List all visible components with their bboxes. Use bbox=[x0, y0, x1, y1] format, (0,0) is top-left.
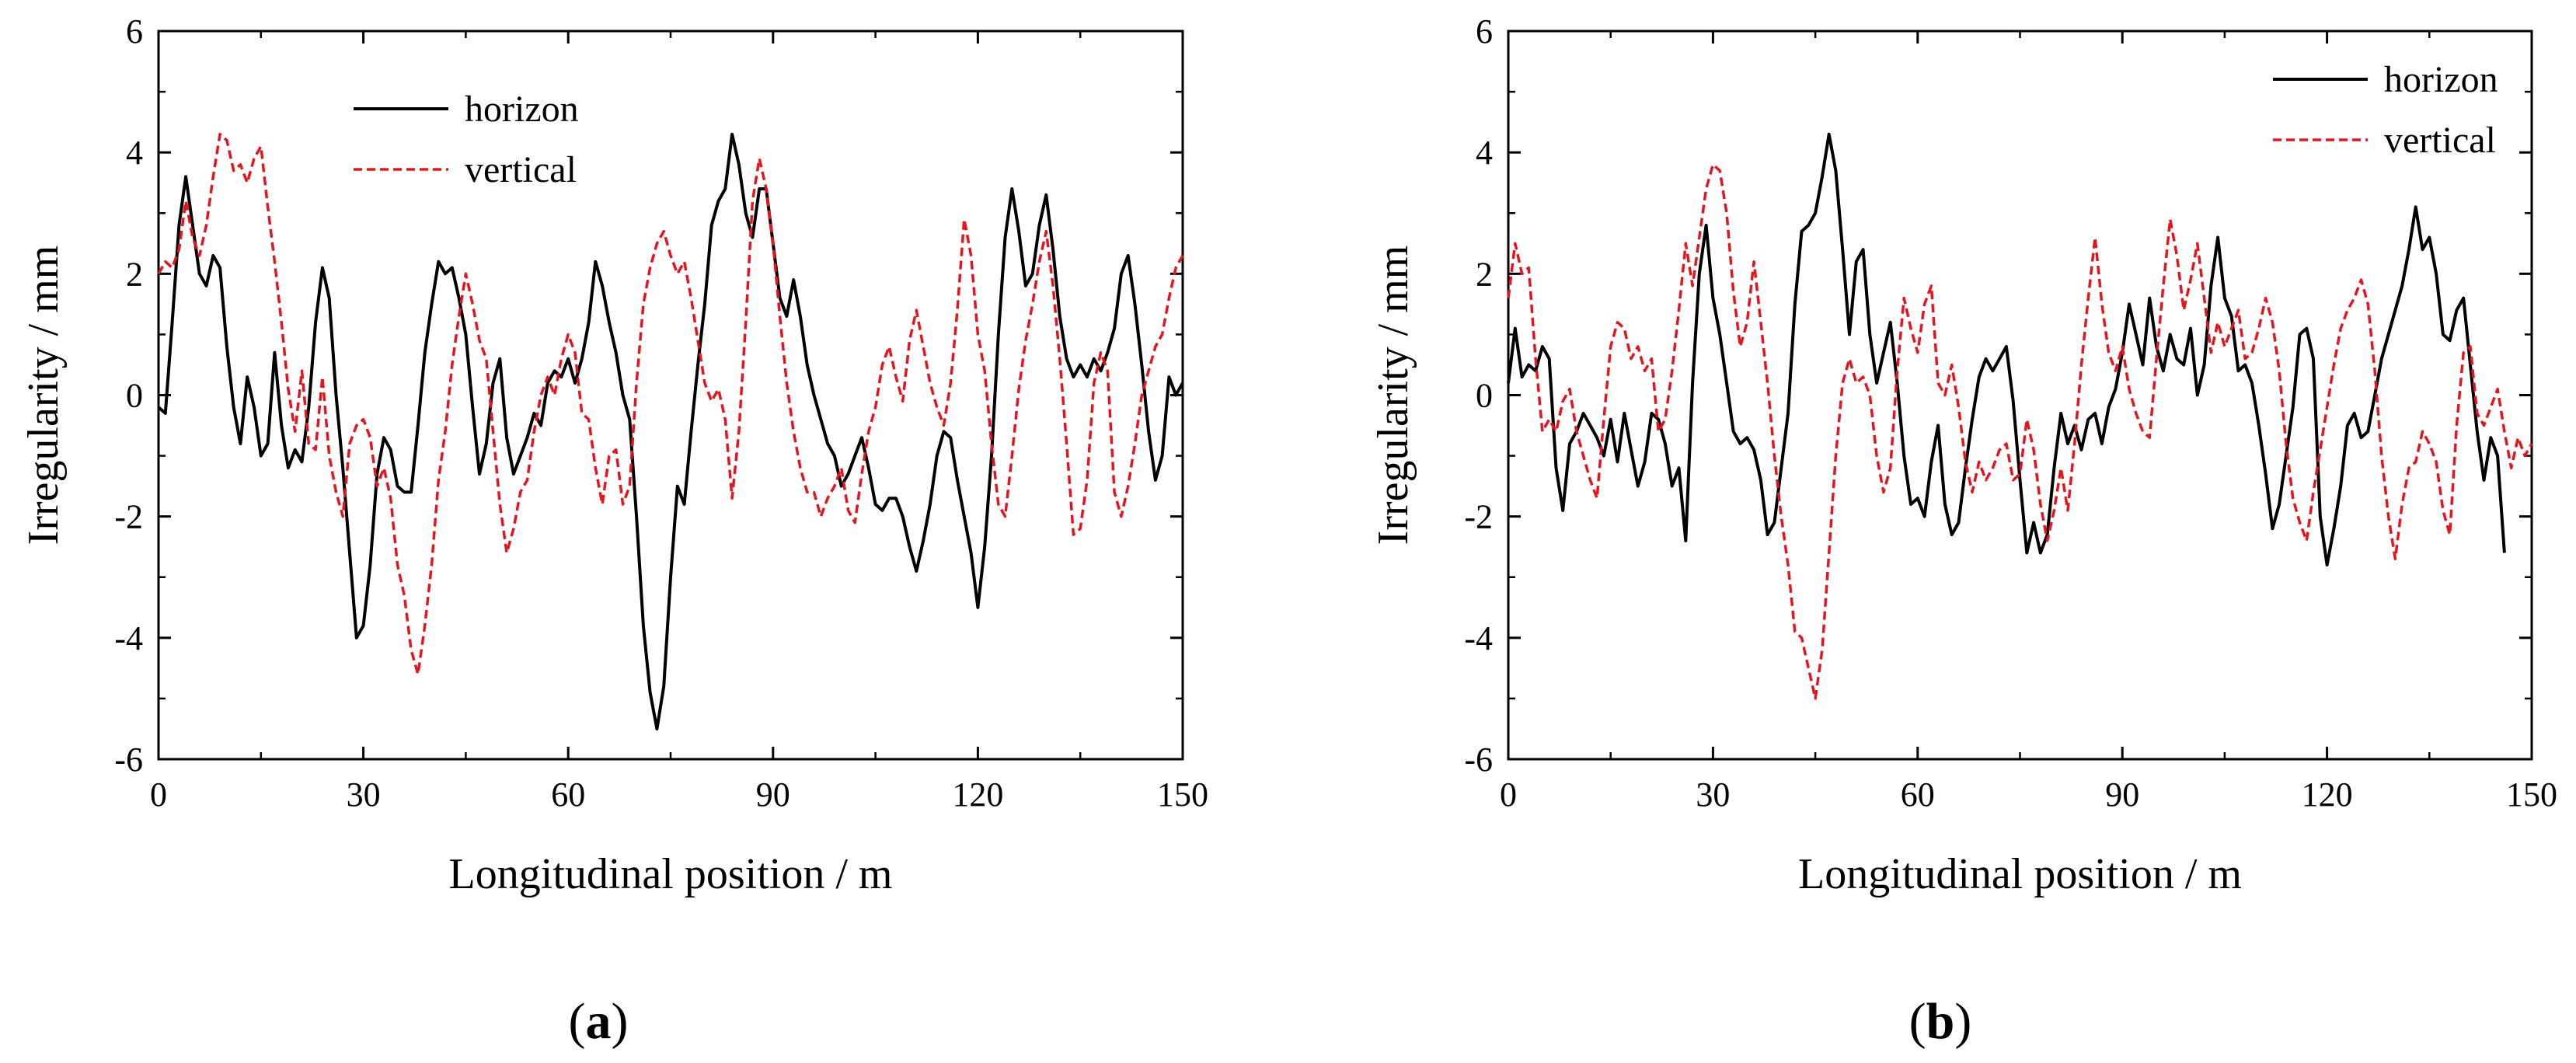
legend-label-vertical: vertical bbox=[465, 149, 577, 190]
y-tick-label: 0 bbox=[1476, 377, 1493, 415]
y-tick-label: -2 bbox=[114, 498, 143, 536]
x-tick-label: 60 bbox=[551, 775, 585, 814]
legend-label-horizon: horizon bbox=[2384, 59, 2498, 100]
panel-letter: a bbox=[586, 993, 612, 1050]
x-axis-title: Longitudinal position / m bbox=[1798, 850, 2242, 898]
y-tick-label: -6 bbox=[114, 741, 143, 779]
x-tick-label: 30 bbox=[347, 775, 381, 814]
y-axis-title: Irregularity / mm bbox=[19, 246, 68, 545]
panel-a-chart: 0 30 60 90 120 150 -6 -4 -2 0 2 4 6 Longitudinal posi… bbox=[19, 12, 1208, 1050]
plot-frame bbox=[157, 30, 1184, 761]
legend-label-horizon: horizon bbox=[465, 89, 579, 130]
x-tick-label: 120 bbox=[952, 775, 1003, 814]
y-tick-label: 2 bbox=[126, 255, 143, 293]
legend: horizon vertical bbox=[2273, 59, 2498, 161]
y-tick-label: 4 bbox=[1476, 134, 1493, 172]
plot-frame bbox=[1507, 30, 2533, 761]
x-tick-label: 90 bbox=[756, 775, 790, 814]
y-axis-title: Irregularity / mm bbox=[1369, 246, 1417, 545]
series-line-horizon bbox=[157, 132, 1184, 730]
panel-label: (a) bbox=[569, 993, 629, 1050]
x-axis-title: Longitudinal position / m bbox=[449, 850, 893, 898]
x-tick-label: 30 bbox=[1696, 775, 1730, 814]
y-tick-label: -2 bbox=[1464, 498, 1493, 536]
y-tick-label: 6 bbox=[1476, 12, 1493, 51]
panel-letter: b bbox=[1926, 993, 1955, 1050]
x-tick-label: 90 bbox=[2105, 775, 2139, 814]
y-tick-label: -6 bbox=[1464, 741, 1493, 779]
y-tick-label: 4 bbox=[126, 134, 143, 172]
x-tick-label: 0 bbox=[150, 775, 167, 814]
x-tick-label: 150 bbox=[2506, 775, 2557, 814]
panel-label: (b) bbox=[1909, 993, 1972, 1050]
legend-label-vertical: vertical bbox=[2384, 120, 2496, 161]
legend: horizon vertical bbox=[354, 89, 579, 190]
x-tick-label: 60 bbox=[1901, 775, 1935, 814]
y-tick-label: 6 bbox=[126, 12, 143, 51]
x-tick-label: 120 bbox=[2302, 775, 2353, 814]
y-tick-label: 0 bbox=[126, 377, 143, 415]
x-tick-label: 0 bbox=[1500, 775, 1517, 814]
series-line-vertical bbox=[157, 132, 1184, 676]
y-tick-label: 2 bbox=[1476, 255, 1493, 293]
y-tick-label: -4 bbox=[1464, 619, 1493, 657]
series-line-vertical bbox=[1507, 163, 2533, 700]
x-tick-label: 150 bbox=[1157, 775, 1208, 814]
panel-b-chart: 0 30 60 90 120 150 -6 -4 -2 0 2 4 6 Longitudinal posi… bbox=[1369, 12, 2557, 1050]
series-line-horizon bbox=[1507, 132, 2506, 567]
y-tick-label: -4 bbox=[114, 619, 143, 657]
